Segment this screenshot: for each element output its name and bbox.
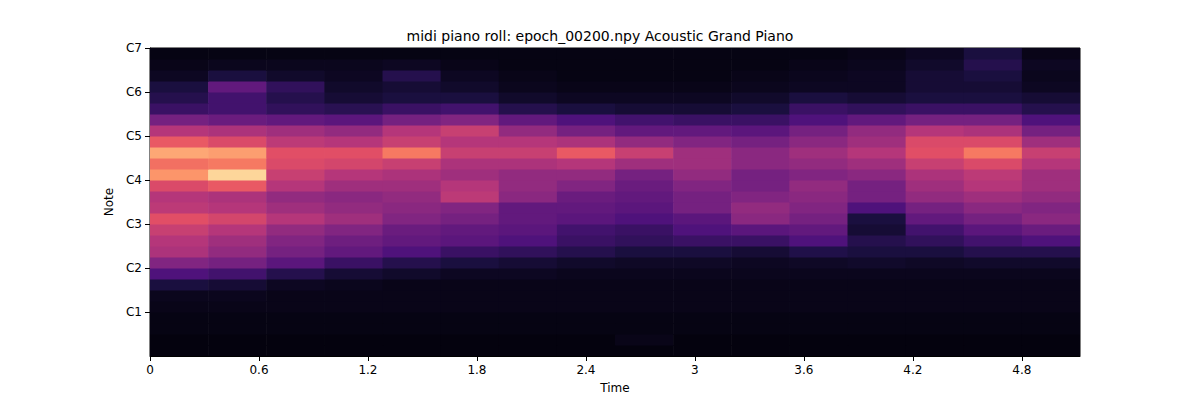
svg-text:C4: C4 bbox=[126, 173, 142, 187]
svg-text:1.2: 1.2 bbox=[358, 363, 377, 377]
svg-text:C3: C3 bbox=[126, 217, 142, 231]
svg-text:C6: C6 bbox=[126, 85, 142, 99]
svg-text:4.2: 4.2 bbox=[903, 363, 922, 377]
svg-text:Time: Time bbox=[599, 381, 629, 395]
svg-text:C2: C2 bbox=[126, 261, 142, 275]
svg-text:0: 0 bbox=[146, 363, 154, 377]
svg-text:2.4: 2.4 bbox=[576, 363, 595, 377]
svg-text:3: 3 bbox=[691, 363, 699, 377]
svg-text:0.6: 0.6 bbox=[249, 363, 268, 377]
svg-text:4.8: 4.8 bbox=[1012, 363, 1031, 377]
svg-text:3.6: 3.6 bbox=[794, 363, 813, 377]
svg-text:C1: C1 bbox=[126, 305, 142, 319]
svg-text:Note: Note bbox=[102, 188, 116, 216]
svg-text:1.8: 1.8 bbox=[467, 363, 486, 377]
svg-text:midi piano roll: epoch_00200.n: midi piano roll: epoch_00200.npy Acousti… bbox=[407, 28, 794, 44]
svg-text:C5: C5 bbox=[126, 129, 142, 143]
svg-text:C7: C7 bbox=[126, 41, 142, 55]
